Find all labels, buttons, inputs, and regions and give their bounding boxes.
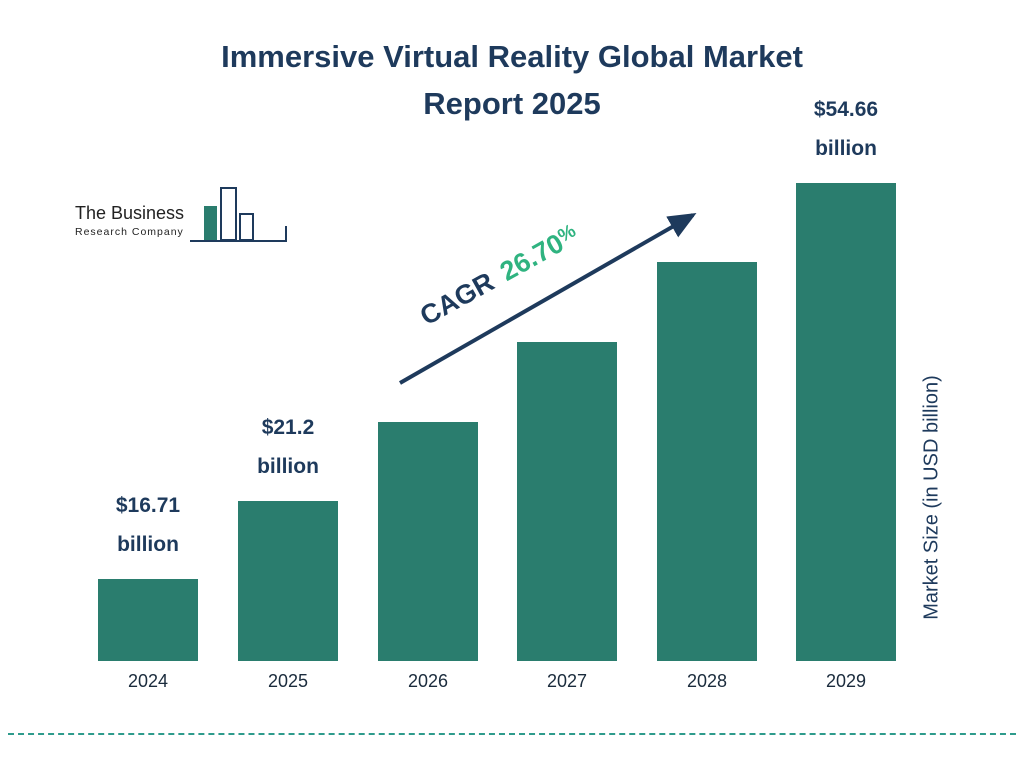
cagr-annotation: CAGR26.70% — [415, 220, 584, 332]
bar-column: $16.71 billion 2024 — [98, 487, 198, 692]
bar-column: $21.2 billion 2025 — [238, 409, 338, 692]
bar-column: 2026 — [378, 422, 478, 692]
company-logo: The Business Research Company — [75, 184, 290, 253]
page-title: Immersive Virtual Reality Global Market … — [0, 34, 1024, 127]
x-axis-label: 2029 — [825, 671, 867, 691]
x-axis-label: 2026 — [407, 671, 449, 691]
bar — [517, 342, 617, 661]
bar-value-label: $54.66 billion — [813, 98, 879, 161]
bar — [98, 579, 198, 661]
bar-chart-logo-icon — [190, 184, 290, 253]
x-axis-label: 2024 — [127, 671, 169, 691]
y-axis-label: Market Size (in USD billion) — [920, 375, 943, 620]
bar — [238, 501, 338, 661]
bar-value-label: $16.71 billion — [115, 494, 181, 557]
bar — [378, 422, 478, 661]
bar-column: 2027 — [517, 342, 617, 692]
bar-column: $54.66 billion 2029 — [796, 91, 896, 692]
x-axis-label: 2025 — [267, 671, 309, 691]
cagr-label: CAGR — [415, 266, 500, 332]
bar-column: 2028 — [657, 262, 757, 692]
company-logo-name: The Business — [75, 203, 185, 223]
cagr-value: 26.70 — [495, 227, 569, 287]
page-title-line1: Immersive Virtual Reality Global Market — [221, 39, 803, 74]
company-logo-subname: Research Company — [75, 225, 184, 238]
x-axis-label: 2027 — [546, 671, 588, 691]
page-title-line2: Report 2025 — [423, 85, 601, 121]
bar-value-label: $21.2 billion — [257, 416, 319, 479]
bottom-dashed-divider — [8, 733, 1016, 735]
bar — [657, 262, 757, 661]
x-axis-label: 2028 — [686, 671, 728, 691]
bar — [796, 183, 896, 661]
company-logo-text: The Business Research Company — [75, 184, 184, 238]
